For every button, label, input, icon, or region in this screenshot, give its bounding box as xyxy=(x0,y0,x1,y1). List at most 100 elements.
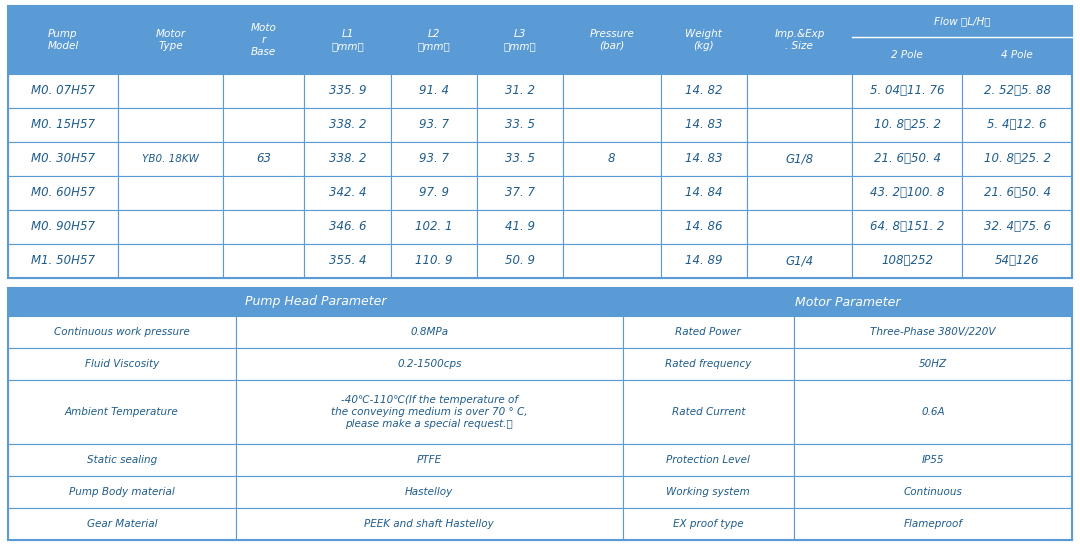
Bar xyxy=(852,176,962,210)
Text: Flameproof: Flameproof xyxy=(903,519,962,529)
Bar xyxy=(747,108,852,142)
Text: 10. 8～25. 2: 10. 8～25. 2 xyxy=(984,152,1051,165)
Bar xyxy=(118,108,224,142)
Text: PTFE: PTFE xyxy=(417,455,442,465)
Text: 14. 89: 14. 89 xyxy=(685,254,723,268)
Bar xyxy=(852,74,962,108)
Bar xyxy=(391,142,476,176)
Text: 50HZ: 50HZ xyxy=(919,359,947,369)
Text: G1/8: G1/8 xyxy=(785,152,813,165)
Text: 5. 04～11. 76: 5. 04～11. 76 xyxy=(869,85,944,98)
Bar xyxy=(391,210,476,244)
Text: 50. 9: 50. 9 xyxy=(504,254,535,268)
Text: Three-Phase 380V/220V: Three-Phase 380V/220V xyxy=(870,327,996,337)
Bar xyxy=(8,476,235,508)
Text: 93. 7: 93. 7 xyxy=(419,118,448,132)
Bar xyxy=(852,142,962,176)
Text: 14. 83: 14. 83 xyxy=(685,118,723,132)
Text: Rated frequency: Rated frequency xyxy=(665,359,752,369)
Text: 32. 4～75. 6: 32. 4～75. 6 xyxy=(984,221,1051,234)
Text: Motor Parameter: Motor Parameter xyxy=(795,295,901,308)
Bar xyxy=(747,142,852,176)
Bar xyxy=(118,74,224,108)
Bar xyxy=(661,244,747,278)
Bar xyxy=(661,108,747,142)
Bar xyxy=(563,142,661,176)
Bar xyxy=(391,176,476,210)
Bar xyxy=(235,348,623,380)
Bar xyxy=(747,210,852,244)
Bar xyxy=(623,380,794,444)
Bar xyxy=(563,176,661,210)
Text: 346. 6: 346. 6 xyxy=(328,221,366,234)
Text: Fluid Viscosity: Fluid Viscosity xyxy=(84,359,159,369)
Text: PEEK and shaft Hastelloy: PEEK and shaft Hastelloy xyxy=(364,519,495,529)
Bar xyxy=(747,176,852,210)
Bar xyxy=(224,244,305,278)
Bar xyxy=(747,74,852,108)
Bar xyxy=(661,6,747,74)
Bar xyxy=(235,316,623,348)
Bar xyxy=(235,476,623,508)
Text: 8: 8 xyxy=(608,152,616,165)
Bar xyxy=(962,74,1072,108)
Bar xyxy=(8,288,1072,540)
Text: 91. 4: 91. 4 xyxy=(419,85,448,98)
Text: 21. 6～50. 4: 21. 6～50. 4 xyxy=(984,187,1051,199)
Bar xyxy=(962,210,1072,244)
Bar xyxy=(8,142,118,176)
Text: 0.6A: 0.6A xyxy=(921,407,945,417)
Text: 64. 8～151. 2: 64. 8～151. 2 xyxy=(869,221,944,234)
Bar xyxy=(563,74,661,108)
Text: Protection Level: Protection Level xyxy=(666,455,751,465)
Bar xyxy=(623,288,1072,316)
Text: 43. 2～100. 8: 43. 2～100. 8 xyxy=(869,187,944,199)
Text: Imp.&Exp
. Size: Imp.&Exp . Size xyxy=(774,29,825,51)
Bar xyxy=(305,244,391,278)
Text: Gear Material: Gear Material xyxy=(86,519,157,529)
Text: Continuous work pressure: Continuous work pressure xyxy=(54,327,190,337)
Bar xyxy=(962,108,1072,142)
Text: 21. 6～50. 4: 21. 6～50. 4 xyxy=(874,152,941,165)
Bar xyxy=(794,380,1072,444)
Bar xyxy=(794,348,1072,380)
Bar xyxy=(563,210,661,244)
Text: 54～126: 54～126 xyxy=(995,254,1039,268)
Bar xyxy=(962,142,1072,176)
Text: L3
（mm）: L3 （mm） xyxy=(503,29,536,51)
Bar xyxy=(8,108,118,142)
Bar xyxy=(852,108,962,142)
Text: 342. 4: 342. 4 xyxy=(328,187,366,199)
Bar xyxy=(8,444,235,476)
Text: 4 Pole: 4 Pole xyxy=(1001,50,1032,60)
Bar xyxy=(623,476,794,508)
Text: 14. 86: 14. 86 xyxy=(685,221,723,234)
Text: Moto
r
Base: Moto r Base xyxy=(251,23,276,57)
Text: L2
（mm）: L2 （mm） xyxy=(417,29,450,51)
Bar xyxy=(476,108,563,142)
Bar xyxy=(563,244,661,278)
Bar xyxy=(118,6,224,74)
Bar xyxy=(852,244,962,278)
Text: 63: 63 xyxy=(256,152,271,165)
Bar xyxy=(852,37,962,74)
Bar xyxy=(623,444,794,476)
Bar xyxy=(118,244,224,278)
Bar xyxy=(962,37,1072,74)
Bar xyxy=(623,348,794,380)
Bar xyxy=(235,508,623,540)
Bar xyxy=(476,6,563,74)
Bar xyxy=(852,6,1072,37)
Text: Pump Head Parameter: Pump Head Parameter xyxy=(245,295,387,308)
Text: M1. 50H57: M1. 50H57 xyxy=(31,254,95,268)
Bar xyxy=(661,176,747,210)
Text: 338. 2: 338. 2 xyxy=(328,152,366,165)
Text: Continuous: Continuous xyxy=(903,487,962,497)
Text: Rated Current: Rated Current xyxy=(672,407,745,417)
Text: 97. 9: 97. 9 xyxy=(419,187,448,199)
Text: Static sealing: Static sealing xyxy=(86,455,157,465)
Text: L1
（mm）: L1 （mm） xyxy=(332,29,364,51)
Bar xyxy=(8,6,1072,278)
Text: Pump
Model: Pump Model xyxy=(48,29,79,51)
Text: -40℃-110℃(If the temperature of
the conveying medium is over 70 ° C,
please make: -40℃-110℃(If the temperature of the conv… xyxy=(330,395,527,429)
